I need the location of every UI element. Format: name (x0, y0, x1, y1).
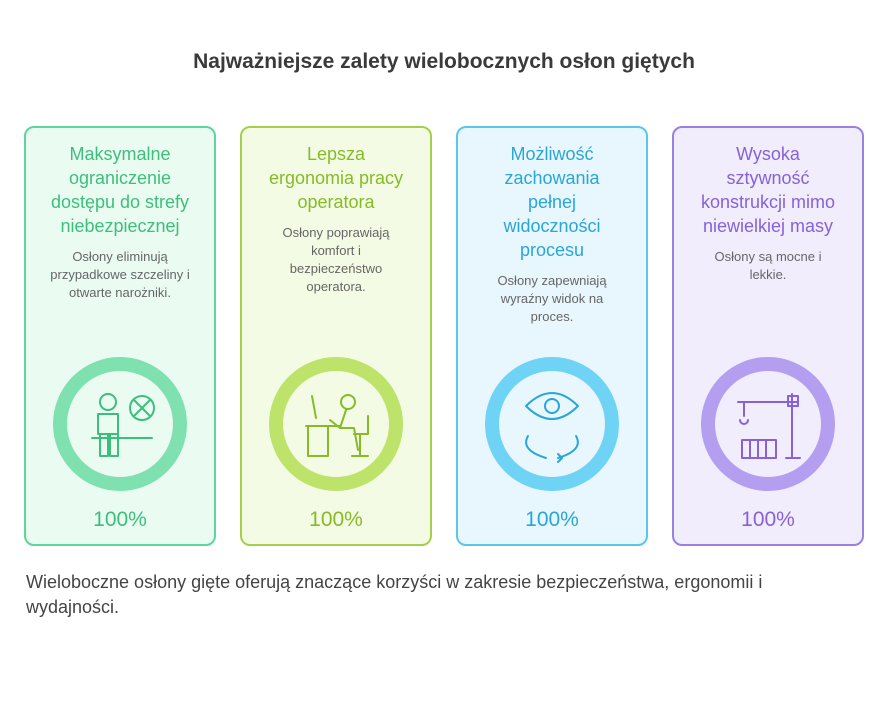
card: Lepsza ergonomia pracy operatora Osłony … (240, 126, 432, 546)
card: Maksymalne ograniczenie dostępu do stref… (24, 126, 216, 546)
icon (701, 357, 835, 491)
card-percent: 100% (741, 508, 795, 531)
card-title: Wysoka sztywność konstrukcji mimo niewie… (700, 144, 836, 236)
card-title: Możliwość zachowania pełnej widoczności … (503, 144, 601, 260)
card: Możliwość zachowania pełnej widoczności … (456, 126, 648, 546)
card: Wysoka sztywność konstrukcji mimo niewie… (672, 126, 864, 546)
card-title: Maksymalne ograniczenie dostępu do stref… (50, 144, 190, 236)
card-description: Osłony poprawiają komfort i bezpieczeńst… (282, 225, 390, 294)
card-description: Osłony są mocne i lekkie. (714, 249, 822, 282)
card-percent: 100% (525, 508, 579, 531)
title: Najważniejsze zalety wielobocznych osłon… (193, 50, 695, 73)
card-percent: 100% (93, 508, 147, 531)
card-description: Osłony zapewniają wyraźny widok na proce… (497, 273, 607, 324)
icon (485, 357, 619, 491)
card-description: Osłony eliminują przypadkowe szczeliny i… (50, 249, 190, 300)
footer-text: Wieloboczne osłony gięte oferują znacząc… (26, 572, 763, 617)
card-percent: 100% (309, 508, 363, 531)
card-title: Lepsza ergonomia pracy operatora (268, 144, 404, 212)
icon (53, 357, 187, 491)
icon (269, 357, 403, 491)
